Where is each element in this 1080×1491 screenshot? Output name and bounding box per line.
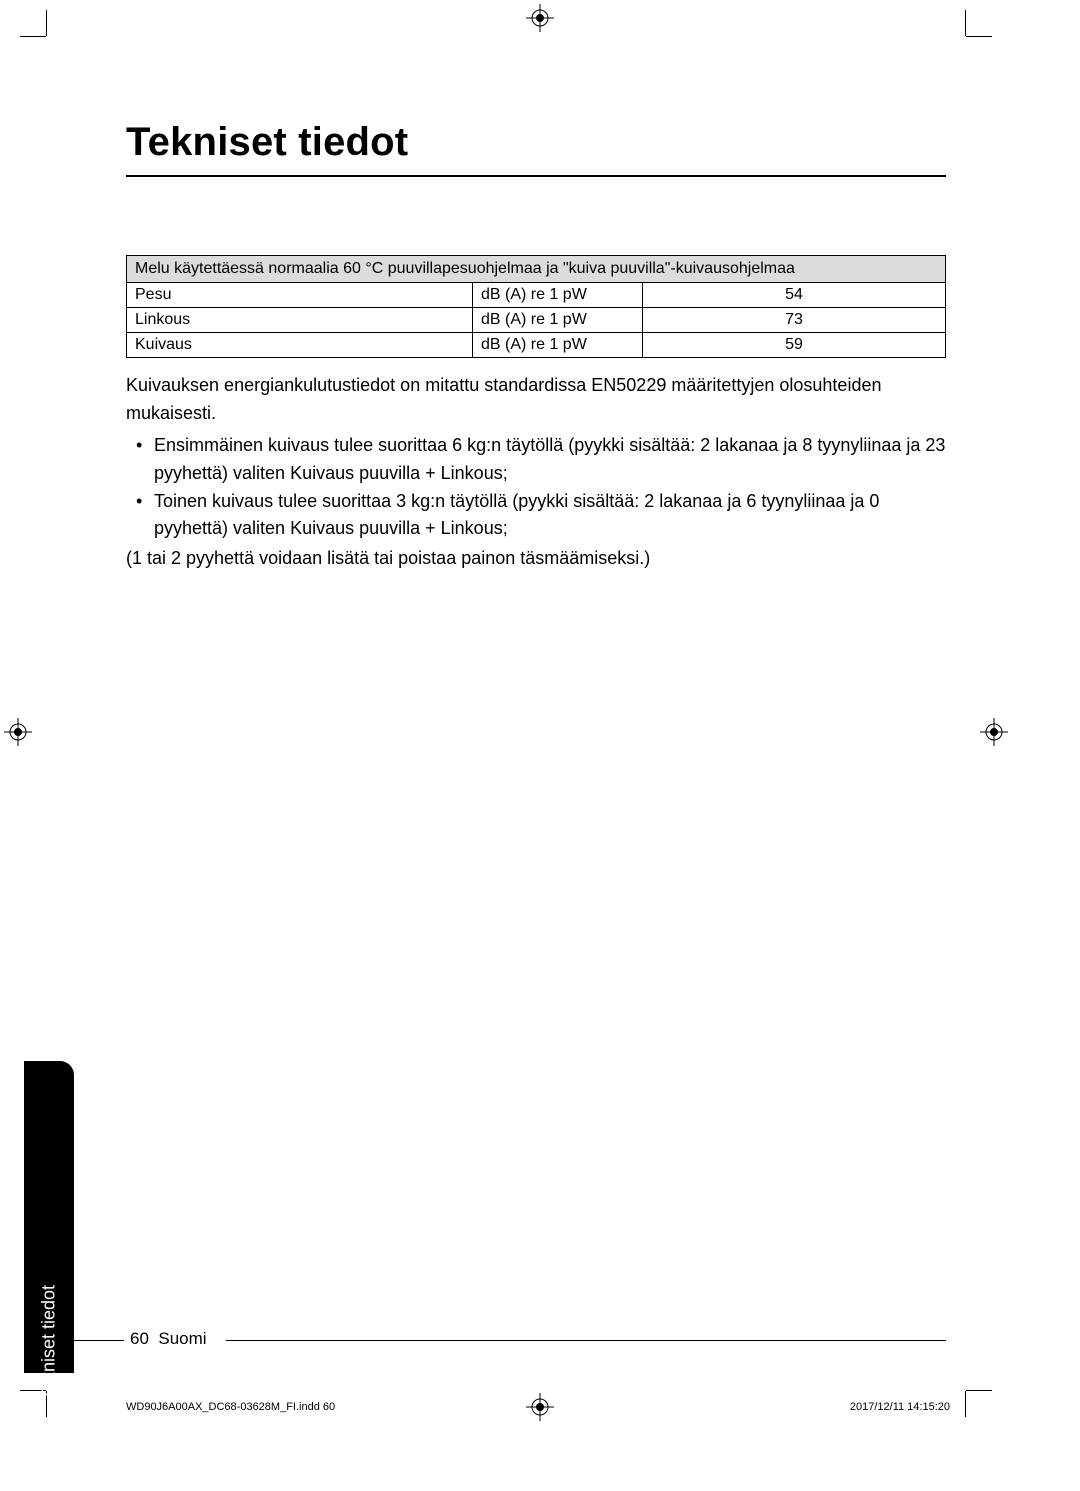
crop-mark bbox=[966, 36, 992, 37]
row-value: 59 bbox=[643, 333, 946, 358]
registration-mark-icon bbox=[4, 718, 32, 746]
table-row: Pesu dB (A) re 1 pW 54 bbox=[127, 283, 946, 308]
table-row: Linkous dB (A) re 1 pW 73 bbox=[127, 308, 946, 333]
content-area: Tekniset tiedot Melu käytettäessä normaa… bbox=[126, 120, 946, 573]
page-title: Tekniset tiedot bbox=[126, 120, 946, 177]
table-row: Kuivaus dB (A) re 1 pW 59 bbox=[127, 333, 946, 358]
paragraph: (1 tai 2 pyyhettä voidaan lisätä tai poi… bbox=[126, 545, 946, 573]
footer-rule bbox=[226, 1340, 946, 1341]
crop-mark bbox=[46, 10, 47, 36]
crop-mark bbox=[965, 10, 966, 36]
footer-rule bbox=[74, 1340, 124, 1341]
paragraph: Kuivauksen energiankulutustiedot on mita… bbox=[126, 372, 946, 428]
row-unit: dB (A) re 1 pW bbox=[473, 308, 643, 333]
imprint-left: WD90J6A00AX_DC68-03628M_FI.indd 60 bbox=[126, 1401, 335, 1413]
registration-mark-icon bbox=[526, 4, 554, 32]
row-unit: dB (A) re 1 pW bbox=[473, 283, 643, 308]
section-tab-label: Tekniset tiedot bbox=[39, 1285, 60, 1400]
row-label: Pesu bbox=[127, 283, 473, 308]
row-label: Kuivaus bbox=[127, 333, 473, 358]
row-value: 54 bbox=[643, 283, 946, 308]
page: Tekniset tiedot Melu käytettäessä normaa… bbox=[0, 0, 1080, 1491]
noise-table: Melu käytettäessä normaalia 60 °C puuvil… bbox=[126, 255, 946, 358]
page-number: 60 bbox=[130, 1329, 149, 1348]
row-unit: dB (A) re 1 pW bbox=[473, 333, 643, 358]
footer: 60 Suomi bbox=[130, 1329, 207, 1349]
footer-lang: Suomi bbox=[158, 1329, 206, 1348]
registration-mark-icon bbox=[980, 718, 1008, 746]
row-value: 73 bbox=[643, 308, 946, 333]
table-header: Melu käytettäessä normaalia 60 °C puuvil… bbox=[127, 256, 946, 283]
crop-mark bbox=[965, 1391, 966, 1417]
crop-mark bbox=[966, 1390, 992, 1391]
registration-mark-icon bbox=[526, 1393, 554, 1421]
bullet-list: Ensimmäinen kuivaus tulee suorittaa 6 kg… bbox=[126, 432, 946, 544]
section-tab: Tekniset tiedot bbox=[24, 1061, 74, 1373]
list-item: Toinen kuivaus tulee suorittaa 3 kg:n tä… bbox=[126, 488, 946, 544]
list-item: Ensimmäinen kuivaus tulee suorittaa 6 kg… bbox=[126, 432, 946, 488]
row-label: Linkous bbox=[127, 308, 473, 333]
imprint-right: 2017/12/11 14:15:20 bbox=[850, 1401, 950, 1413]
crop-mark bbox=[20, 36, 46, 37]
